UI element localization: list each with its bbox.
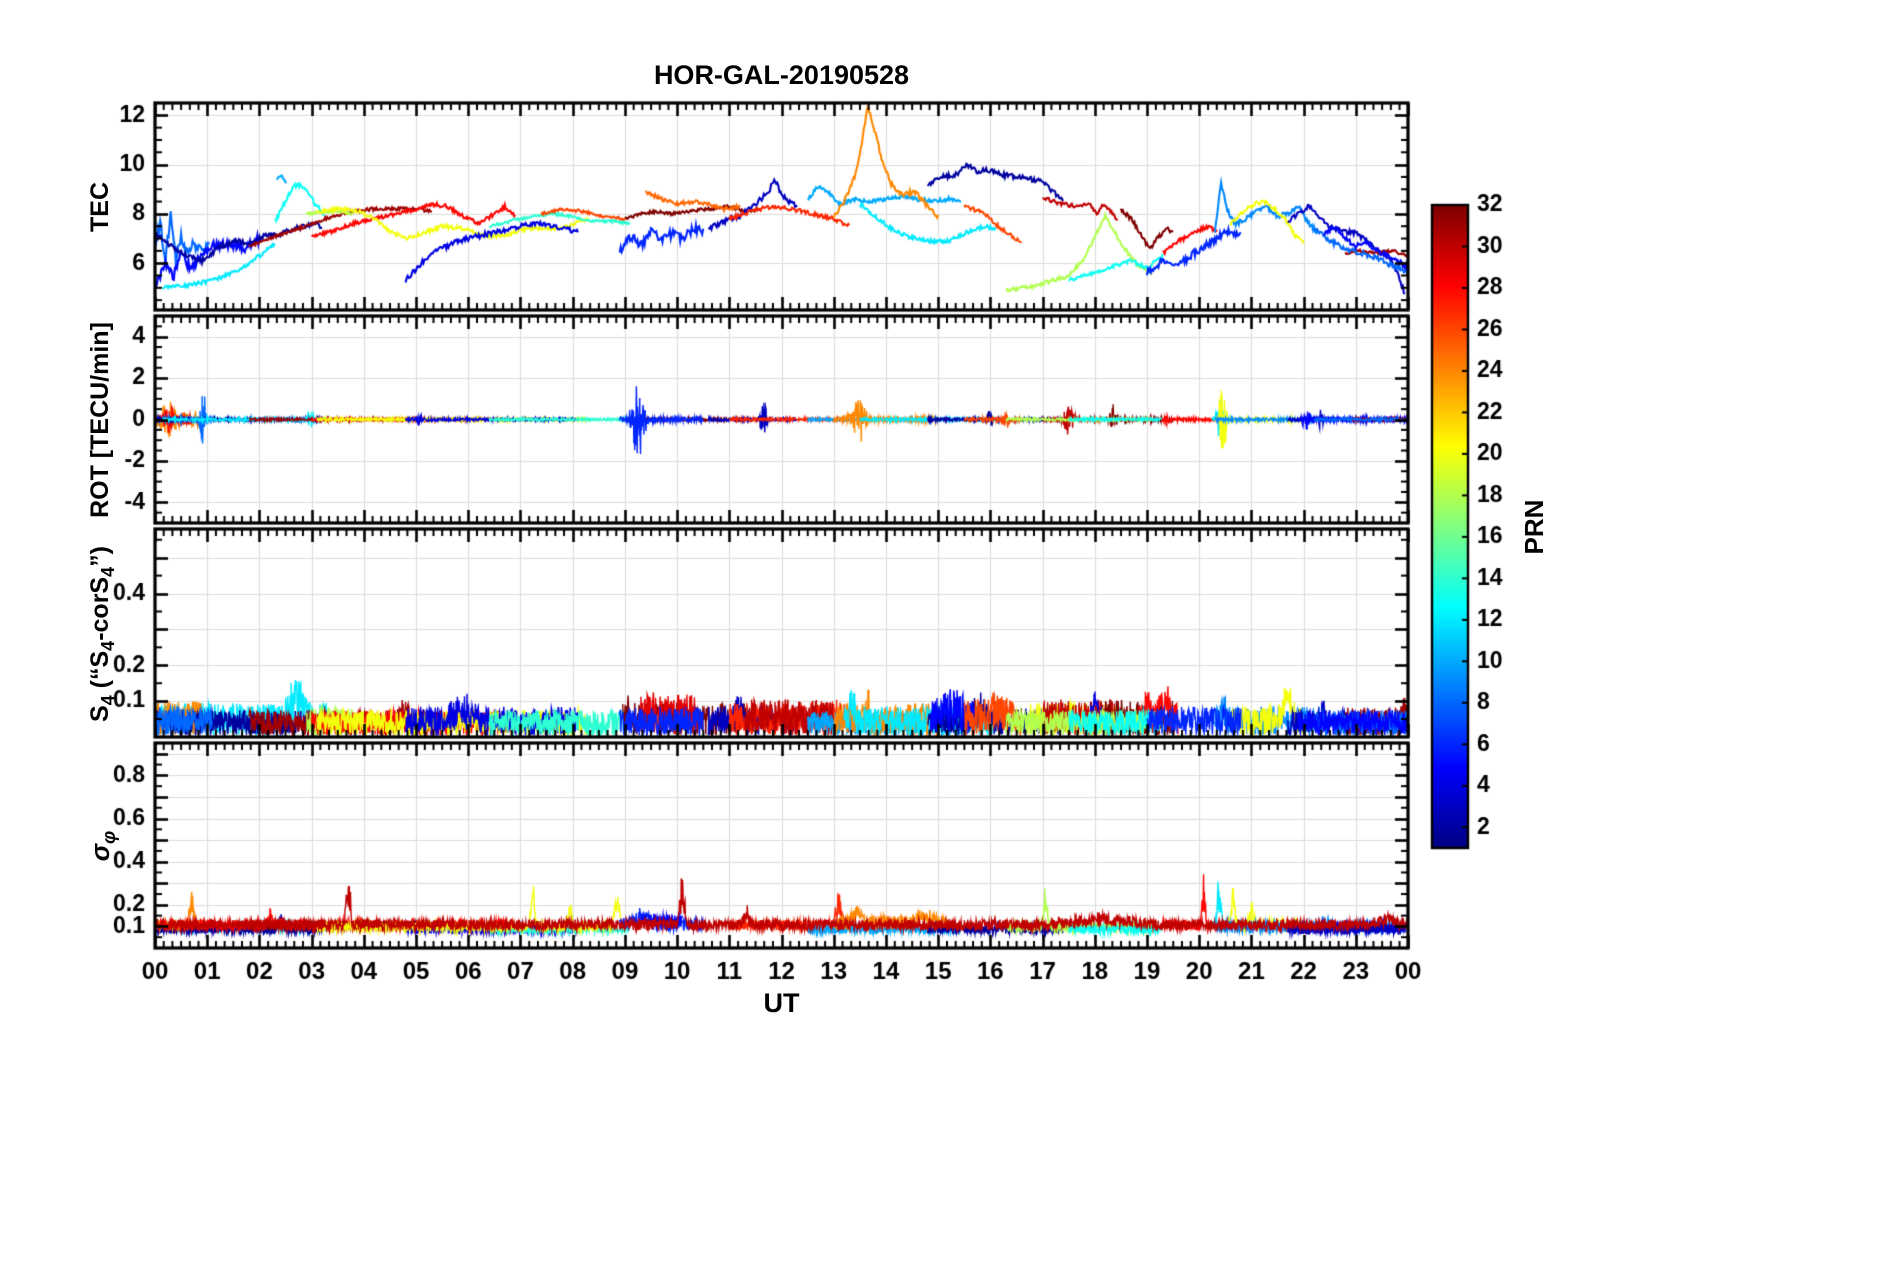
chart-title: HOR-GAL-20190528	[653, 60, 910, 90]
s4-label-part: -corS	[86, 576, 114, 641]
s4-label-sub: 4	[98, 566, 118, 577]
colorbar-label: PRN	[1519, 499, 1549, 555]
s4-label-sub: 4	[98, 640, 118, 651]
sigma-label-part: σ	[85, 843, 115, 862]
x-axis-label: UT	[763, 988, 800, 1018]
phi-label-sub: φ	[98, 830, 120, 844]
s4-label-part: ”)	[86, 546, 114, 567]
y-axis-label-sigma-phi: σφ	[83, 666, 120, 1026]
